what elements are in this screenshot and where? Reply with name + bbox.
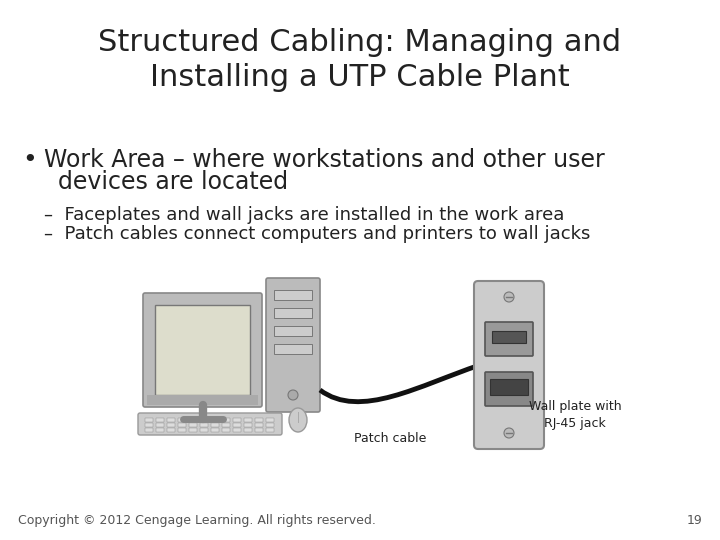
FancyBboxPatch shape: [474, 281, 544, 449]
Circle shape: [504, 292, 514, 302]
Bar: [233, 423, 241, 427]
Bar: [274, 326, 312, 336]
Text: Work Area – where workstations and other user: Work Area – where workstations and other…: [44, 148, 605, 172]
Bar: [274, 344, 312, 354]
Bar: [222, 428, 230, 431]
Bar: [255, 423, 263, 427]
Bar: [178, 428, 186, 431]
Bar: [156, 423, 164, 427]
Text: 19: 19: [686, 514, 702, 527]
Bar: [178, 423, 186, 427]
Bar: [178, 418, 186, 422]
Bar: [189, 428, 197, 431]
Bar: [189, 418, 197, 422]
Bar: [156, 428, 164, 431]
Text: –  Faceplates and wall jacks are installed in the work area: – Faceplates and wall jacks are installe…: [44, 206, 564, 224]
Bar: [244, 418, 252, 422]
Ellipse shape: [289, 408, 307, 432]
Bar: [167, 418, 175, 422]
FancyBboxPatch shape: [266, 278, 320, 412]
Bar: [200, 428, 208, 431]
Bar: [155, 305, 250, 395]
Bar: [145, 428, 153, 431]
Bar: [145, 423, 153, 427]
Bar: [147, 395, 258, 405]
Circle shape: [288, 390, 298, 400]
Text: Structured Cabling: Managing and
Installing a UTP Cable Plant: Structured Cabling: Managing and Install…: [99, 28, 621, 92]
Text: •: •: [22, 148, 37, 172]
Bar: [255, 428, 263, 431]
Text: –  Patch cables connect computers and printers to wall jacks: – Patch cables connect computers and pri…: [44, 225, 590, 243]
Bar: [233, 428, 241, 431]
Text: Patch cable: Patch cable: [354, 432, 426, 445]
Text: Wall plate with
RJ-45 jack: Wall plate with RJ-45 jack: [528, 400, 621, 430]
FancyBboxPatch shape: [143, 293, 262, 407]
Bar: [145, 418, 153, 422]
Bar: [274, 308, 312, 318]
Bar: [266, 428, 274, 431]
Bar: [274, 290, 312, 300]
Bar: [492, 331, 526, 343]
Bar: [200, 423, 208, 427]
FancyBboxPatch shape: [485, 322, 533, 356]
Bar: [200, 418, 208, 422]
Bar: [156, 418, 164, 422]
Bar: [490, 379, 528, 395]
Text: devices are located: devices are located: [58, 170, 288, 194]
Bar: [167, 428, 175, 431]
Text: Copyright © 2012 Cengage Learning. All rights reserved.: Copyright © 2012 Cengage Learning. All r…: [18, 514, 376, 527]
Circle shape: [504, 428, 514, 438]
Bar: [266, 418, 274, 422]
Bar: [189, 423, 197, 427]
Bar: [244, 428, 252, 431]
Bar: [244, 423, 252, 427]
FancyBboxPatch shape: [485, 372, 533, 406]
Bar: [255, 418, 263, 422]
Bar: [211, 428, 219, 431]
Bar: [222, 418, 230, 422]
FancyBboxPatch shape: [138, 413, 282, 435]
Bar: [222, 423, 230, 427]
Bar: [211, 423, 219, 427]
Bar: [266, 423, 274, 427]
Bar: [167, 423, 175, 427]
Bar: [233, 418, 241, 422]
Bar: [211, 418, 219, 422]
